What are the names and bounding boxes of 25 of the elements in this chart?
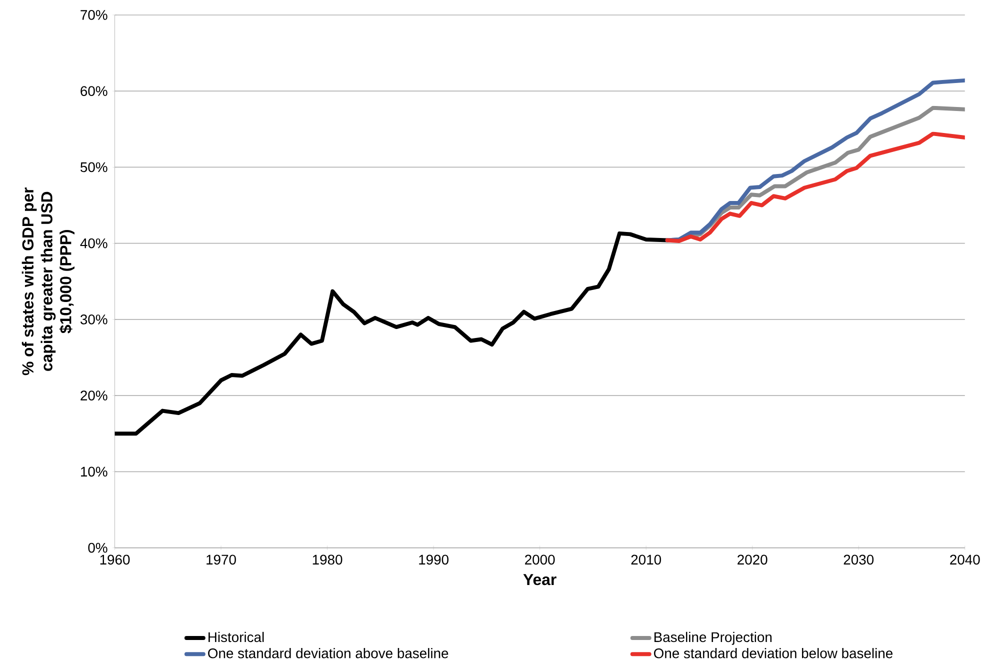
line-series: [114, 231, 670, 436]
x-tick-label: 1960: [100, 554, 130, 565]
x-tick-label: 2010: [631, 554, 662, 565]
y-tick-label: 0%: [88, 542, 108, 553]
y-tick-label: 60%: [80, 86, 108, 96]
x-tick-label: 2000: [525, 554, 555, 565]
y-tick-label: 70%: [80, 10, 108, 20]
x-axis-title: Year: [523, 574, 556, 586]
legend-label: Baseline Projection: [654, 632, 772, 645]
x-tick-label: 1980: [312, 554, 342, 565]
y-axis-title: % of states with GDP per capita greater than USD $10,000 (PPP): [22, 187, 74, 376]
y-tick-label: 40%: [80, 238, 108, 248]
x-tick-label: 2030: [844, 554, 874, 565]
legend-label: Historical: [208, 632, 264, 642]
x-tick-label: 2020: [738, 554, 768, 565]
x-tick-label: 1990: [419, 554, 448, 565]
y-tick-label: 20%: [80, 390, 108, 400]
x-tick-label: 1970: [206, 554, 236, 565]
line-series: [665, 132, 965, 243]
legend-label: One standard deviation above baseline: [208, 648, 448, 658]
legend-label: One standard deviation below baseline: [654, 648, 893, 658]
y-tick-label: 50%: [80, 162, 108, 172]
y-tick-label: 10%: [81, 466, 108, 477]
x-tick-label: 2040: [950, 554, 980, 565]
y-tick-label: 30%: [80, 314, 108, 324]
